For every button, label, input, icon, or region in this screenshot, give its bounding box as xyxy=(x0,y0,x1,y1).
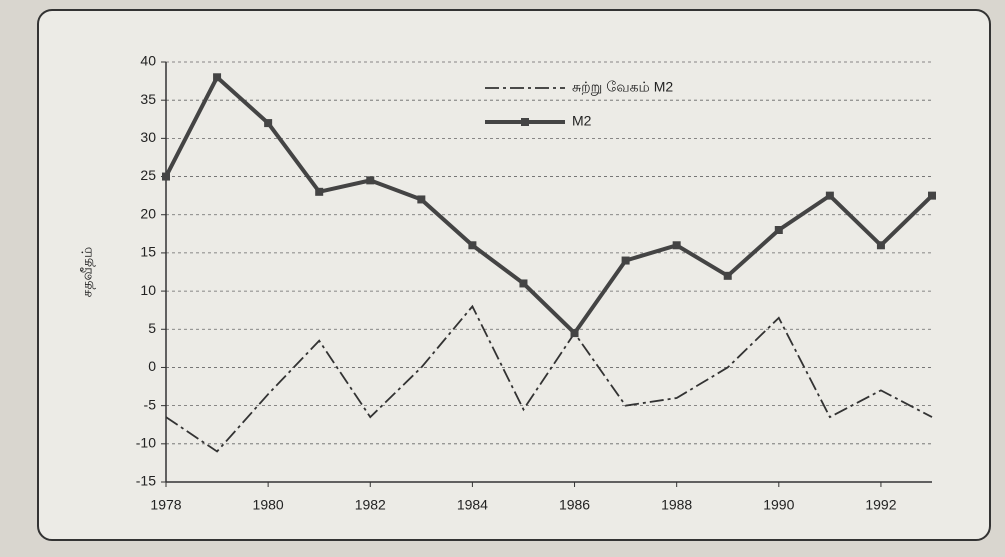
y-tick-label: 5 xyxy=(148,320,156,336)
x-tick-label: 1980 xyxy=(253,497,284,513)
point xyxy=(417,195,426,204)
y-tick-label: 15 xyxy=(140,244,156,260)
series-line xyxy=(164,74,934,337)
y-tick-label: 30 xyxy=(140,129,156,145)
series-line xyxy=(165,304,933,453)
point xyxy=(366,176,375,185)
point xyxy=(570,329,579,338)
y-tick-label: -5 xyxy=(144,396,157,412)
x-tick-label: 1986 xyxy=(559,497,590,513)
y-tick-label: -15 xyxy=(136,473,156,489)
x-tick-label: 1984 xyxy=(457,497,488,513)
point xyxy=(621,256,630,265)
point xyxy=(213,73,222,82)
y-tick-label: 10 xyxy=(140,282,156,298)
y-axis-label: சதவீதம் xyxy=(79,247,96,298)
x-tick-label: 1990 xyxy=(763,497,794,513)
y-tick-label: -10 xyxy=(136,435,156,451)
point xyxy=(519,279,528,288)
point xyxy=(468,241,477,250)
legend-marker xyxy=(521,118,529,126)
point xyxy=(162,172,170,181)
point xyxy=(672,241,681,250)
x-tick-label: 1978 xyxy=(150,497,181,513)
legend-label: சுற்று வேகம் M2 xyxy=(572,79,673,96)
point xyxy=(825,191,834,200)
x-tick-label: 1988 xyxy=(661,497,692,513)
y-tick-label: 25 xyxy=(140,167,156,183)
y-tick-label: 0 xyxy=(148,358,156,374)
point xyxy=(264,119,273,128)
point xyxy=(774,226,783,234)
y-tick-label: 40 xyxy=(140,53,156,69)
x-tick-label: 1982 xyxy=(355,497,386,513)
point xyxy=(315,187,324,196)
y-tick-label: 20 xyxy=(140,205,156,221)
legend-label: M2 xyxy=(572,113,592,129)
y-tick-label: 35 xyxy=(140,91,156,107)
point xyxy=(723,271,732,280)
x-tick-label: 1992 xyxy=(865,497,896,513)
point xyxy=(876,241,885,250)
point xyxy=(928,191,936,200)
